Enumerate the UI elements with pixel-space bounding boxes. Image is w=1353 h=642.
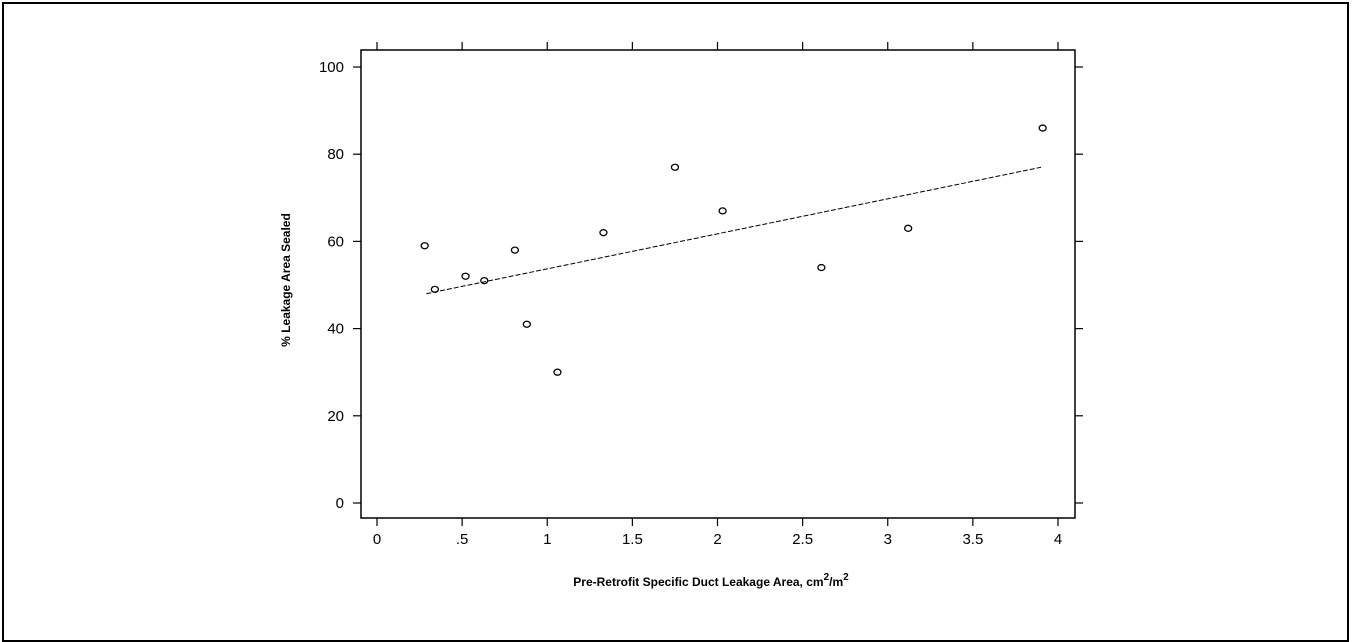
data-points — [420, 124, 1047, 376]
x-tick-label: 1.5 — [622, 531, 643, 548]
data-point-1 — [430, 285, 440, 294]
axis-ticks — [353, 42, 1083, 526]
y-axis-title: % Leakage Area Sealed — [279, 213, 293, 347]
x-tick-label: 2.5 — [792, 531, 813, 548]
x-tick-label: 2 — [713, 531, 721, 548]
data-point-10 — [817, 263, 826, 272]
trend-line — [426, 166, 1042, 295]
y-tick-label: 20 — [327, 408, 344, 425]
data-point-3 — [480, 276, 489, 285]
y-tick-label: 80 — [327, 146, 344, 163]
y-tick-label: 40 — [327, 321, 344, 338]
x-tick-label: 3.5 — [962, 531, 983, 548]
data-point-12 — [1038, 124, 1047, 132]
x-tick-label: 1 — [543, 531, 551, 548]
y-tick-label: 100 — [319, 59, 344, 76]
data-point-11 — [904, 224, 913, 232]
data-point-5 — [522, 320, 531, 328]
x-tick-label: .5 — [456, 531, 469, 548]
x-tick-label: 4 — [1054, 531, 1062, 548]
data-point-2 — [461, 272, 470, 280]
data-point-0 — [420, 242, 429, 250]
x-axis-title: Pre-Retrofit Specific Duct Leakage Area,… — [573, 572, 849, 589]
data-point-9 — [718, 207, 727, 215]
x-tick-label: 0 — [373, 531, 381, 548]
data-point-8 — [670, 163, 680, 171]
data-point-4 — [510, 246, 520, 254]
data-point-6 — [553, 368, 562, 376]
x-tick-label: 3 — [884, 531, 892, 548]
data-point-7 — [599, 229, 608, 237]
y-tick-label: 0 — [336, 495, 344, 512]
plot-area-border — [360, 49, 1076, 519]
y-tick-label: 60 — [327, 233, 344, 250]
